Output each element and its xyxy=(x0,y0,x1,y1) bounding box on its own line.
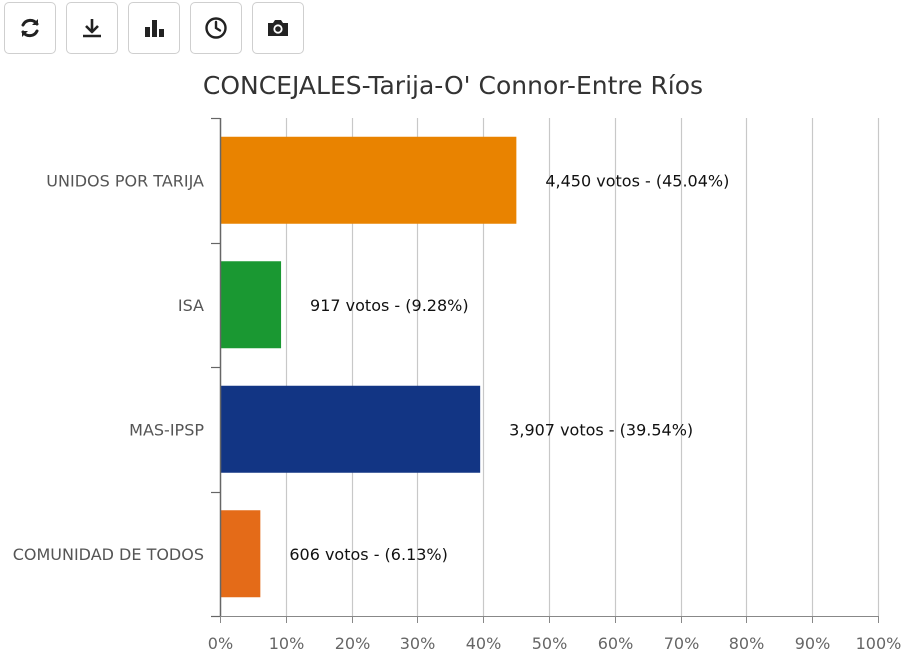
clock-icon xyxy=(205,17,227,39)
bar[interactable] xyxy=(221,136,517,224)
category-label: MAS-IPSP xyxy=(129,420,204,439)
download-button[interactable] xyxy=(66,2,118,54)
download-icon xyxy=(83,19,101,38)
data-label: 606 votos - (6.13%) xyxy=(289,545,448,564)
x-tick-label: 60% xyxy=(598,634,634,653)
x-tick-label: 0% xyxy=(208,634,233,653)
camera-icon xyxy=(268,20,288,36)
category-label: COMUNIDAD DE TODOS xyxy=(13,545,204,564)
data-label: 917 votos - (9.28%) xyxy=(310,296,469,315)
bar[interactable] xyxy=(221,510,261,598)
history-button[interactable] xyxy=(190,2,242,54)
x-tick-label: 10% xyxy=(269,634,305,653)
bar-chart-icon xyxy=(145,20,164,37)
bar[interactable] xyxy=(221,385,481,473)
axes xyxy=(211,117,879,623)
labels: 0% 10% 20% 30% 40% 50% 60% 70% 80% 90% 100% UNIDOS … xyxy=(13,171,902,653)
x-tick-label: 40% xyxy=(466,634,502,653)
bars xyxy=(221,136,517,598)
x-tick-label: 100% xyxy=(856,634,902,653)
category-label: UNIDOS POR TARIJA xyxy=(46,171,204,190)
refresh-button[interactable] xyxy=(4,2,56,54)
x-tick-label: 50% xyxy=(532,634,568,653)
screenshot-button[interactable] xyxy=(252,2,304,54)
x-tick-label: 30% xyxy=(400,634,436,653)
refresh-icon xyxy=(21,18,39,38)
x-tick-label: 90% xyxy=(795,634,831,653)
bar-chart-button[interactable] xyxy=(128,2,180,54)
x-tick-label: 70% xyxy=(664,634,700,653)
chart-title: CONCEJALES-Tarija-O' Connor-Entre Ríos xyxy=(203,71,703,100)
data-label: 3,907 votos - (39.54%) xyxy=(509,420,693,439)
x-tick-label: 80% xyxy=(729,634,765,653)
bar[interactable] xyxy=(221,261,282,349)
data-label: 4,450 votos - (45.04%) xyxy=(545,171,729,190)
category-label: ISA xyxy=(178,296,204,315)
x-tick-label: 20% xyxy=(335,634,371,653)
